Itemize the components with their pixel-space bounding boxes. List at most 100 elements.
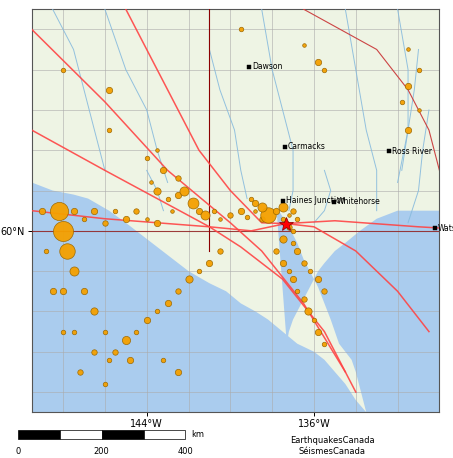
Point bbox=[143, 155, 150, 162]
Point bbox=[133, 207, 140, 214]
Point bbox=[285, 267, 293, 275]
Point bbox=[59, 227, 67, 234]
Point bbox=[306, 267, 313, 275]
Point bbox=[168, 207, 175, 214]
Point bbox=[174, 191, 182, 198]
Bar bbox=[102, 430, 144, 439]
Text: Wats: Wats bbox=[437, 224, 453, 233]
Point bbox=[185, 276, 192, 283]
Text: EarthquakesCanada
SéismesCanada: EarthquakesCanada SéismesCanada bbox=[290, 436, 375, 456]
Point bbox=[143, 316, 150, 323]
Point bbox=[405, 82, 412, 89]
Point bbox=[279, 235, 286, 243]
Point bbox=[216, 247, 223, 255]
Point bbox=[101, 380, 109, 387]
Point bbox=[106, 356, 113, 364]
Point bbox=[91, 348, 98, 355]
Point bbox=[289, 239, 297, 246]
Point bbox=[195, 267, 202, 275]
Point bbox=[300, 296, 307, 303]
Point bbox=[70, 267, 77, 275]
Point bbox=[91, 308, 98, 315]
Point bbox=[285, 223, 293, 230]
Point bbox=[101, 328, 109, 335]
Point bbox=[133, 328, 140, 335]
Point bbox=[70, 207, 77, 214]
Point bbox=[321, 288, 328, 295]
Point bbox=[154, 187, 161, 194]
Point bbox=[43, 247, 50, 255]
Point bbox=[63, 247, 71, 255]
Point bbox=[59, 66, 67, 73]
Point bbox=[181, 187, 188, 194]
Point bbox=[80, 215, 87, 223]
Point bbox=[122, 336, 130, 344]
Point bbox=[273, 247, 280, 255]
Point bbox=[237, 207, 245, 214]
Point bbox=[91, 207, 98, 214]
Point bbox=[39, 207, 46, 214]
Point bbox=[189, 199, 196, 206]
Point bbox=[405, 126, 412, 134]
Point bbox=[59, 288, 67, 295]
Polygon shape bbox=[32, 182, 366, 412]
Point bbox=[202, 211, 209, 218]
Point bbox=[289, 276, 297, 283]
Point bbox=[216, 215, 223, 223]
Point bbox=[415, 106, 422, 114]
Point bbox=[300, 259, 307, 267]
Text: Ross River: Ross River bbox=[392, 147, 432, 156]
Point bbox=[112, 207, 119, 214]
Point bbox=[210, 207, 217, 214]
Point bbox=[243, 213, 251, 220]
Text: Whitehorse: Whitehorse bbox=[337, 197, 381, 206]
Point bbox=[154, 219, 161, 226]
Point bbox=[279, 259, 286, 267]
Point bbox=[122, 215, 130, 223]
Point bbox=[106, 86, 113, 93]
Point bbox=[265, 211, 272, 218]
Point bbox=[289, 207, 297, 214]
Point bbox=[112, 348, 119, 355]
Bar bbox=[60, 430, 102, 439]
Point bbox=[147, 179, 154, 186]
Bar bbox=[18, 430, 60, 439]
Point bbox=[160, 356, 167, 364]
Point bbox=[294, 288, 301, 295]
Text: Haines Junction: Haines Junction bbox=[286, 196, 345, 205]
Point bbox=[405, 46, 412, 53]
Polygon shape bbox=[276, 207, 439, 412]
Point bbox=[321, 340, 328, 347]
Point bbox=[294, 247, 301, 255]
Text: 400: 400 bbox=[178, 447, 193, 456]
Text: Dawson: Dawson bbox=[252, 62, 283, 71]
Point bbox=[164, 195, 171, 202]
Point bbox=[237, 26, 245, 33]
Point bbox=[49, 288, 56, 295]
Point bbox=[206, 259, 213, 267]
Point bbox=[164, 300, 171, 307]
Point bbox=[285, 211, 293, 218]
Point bbox=[59, 328, 67, 335]
Point bbox=[304, 308, 311, 315]
Point bbox=[252, 199, 259, 206]
Text: 0: 0 bbox=[15, 447, 21, 456]
Point bbox=[76, 368, 83, 376]
Point bbox=[300, 42, 307, 49]
Point bbox=[314, 58, 322, 65]
Point bbox=[154, 147, 161, 154]
Point bbox=[126, 356, 134, 364]
Point bbox=[55, 207, 63, 214]
Point bbox=[289, 227, 297, 234]
Point bbox=[258, 215, 265, 223]
Point bbox=[174, 288, 182, 295]
Point bbox=[101, 219, 109, 226]
Point bbox=[279, 215, 286, 223]
Bar bbox=[144, 430, 185, 439]
Point bbox=[106, 126, 113, 134]
Text: 200: 200 bbox=[94, 447, 110, 456]
Point bbox=[154, 308, 161, 315]
Point bbox=[248, 195, 255, 202]
Point bbox=[314, 276, 322, 283]
Point bbox=[252, 207, 259, 214]
